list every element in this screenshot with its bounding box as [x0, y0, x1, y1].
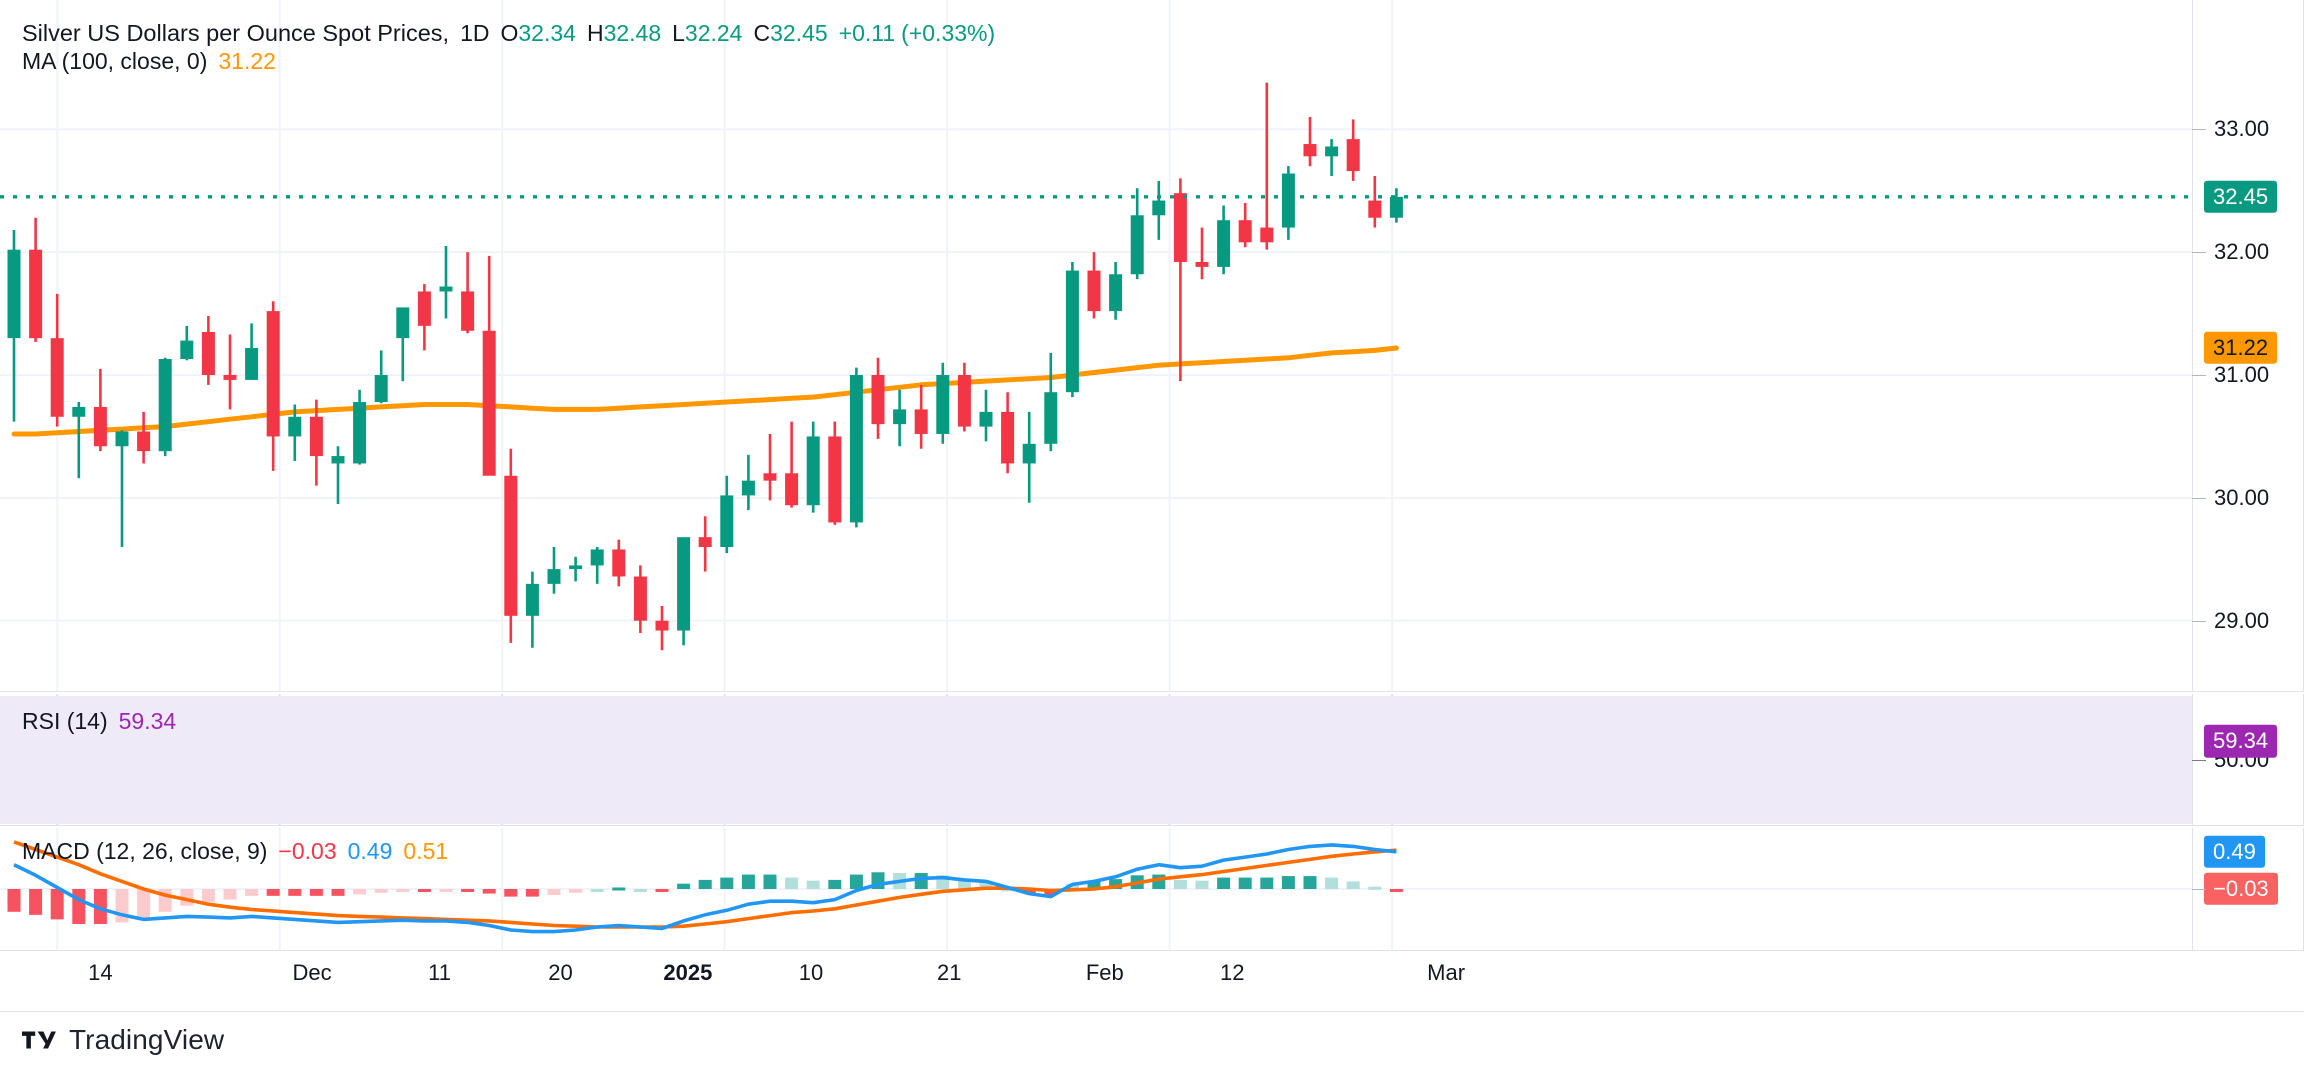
- time-axis-bottom-border: [0, 1011, 2304, 1012]
- tradingview-branding[interactable]: TradingView: [22, 1024, 224, 1056]
- price-tick-mark: [2192, 129, 2206, 131]
- time-axis-label: Mar: [1427, 960, 1466, 985]
- price-tick-label: 33.00: [2214, 116, 2270, 142]
- rsi-scale[interactable]: 50.00 59.34: [2192, 694, 2304, 826]
- rsi-background-band: [0, 696, 2192, 824]
- time-axis-label: 12: [1219, 960, 1245, 985]
- time-axis-label: 10: [798, 960, 824, 985]
- last-price-badge[interactable]: 32.45: [2204, 180, 2278, 214]
- scale-left-border: [2192, 0, 2193, 692]
- time-axis-label: 14: [88, 960, 113, 985]
- macd-zero-tick: [2192, 889, 2206, 890]
- price-pane[interactable]: 33.00 32.00 31.00 30.00 29.00 32.45 31.22 Silv…: [0, 0, 2304, 692]
- price-plot-area[interactable]: [0, 0, 2192, 692]
- rsi-pane-separator: [0, 825, 2304, 826]
- rsi-tick-mark: [2192, 760, 2206, 761]
- macd-svg: [0, 828, 2192, 950]
- rsi-plot-area[interactable]: [0, 694, 2192, 826]
- price-tick-label: 29.00: [2214, 607, 2270, 633]
- time-axis-label: Feb: [1085, 960, 1124, 985]
- price-tick-label: 31.00: [2214, 362, 2270, 387]
- time-axis-label: 11: [428, 960, 451, 985]
- price-tick-mark: [2192, 375, 2206, 376]
- tradingview-logo-icon: [22, 1029, 56, 1051]
- price-candlestick-svg: [0, 0, 2192, 692]
- macd-plot-area[interactable]: [0, 828, 2192, 950]
- price-tick-label: 32.00: [2214, 239, 2270, 265]
- time-axis-label: 21: [937, 960, 962, 985]
- price-tick-mark: [2192, 620, 2206, 622]
- rsi-value-badge[interactable]: 59.34: [2204, 725, 2278, 758]
- time-axis-label: Dec: [292, 960, 332, 985]
- rsi-pane[interactable]: 50.00 59.34 RSI (14) 59.34: [0, 694, 2304, 826]
- price-tick-label: 30.00: [2214, 484, 2270, 510]
- price-scale[interactable]: 33.00 32.00 31.00 30.00 29.00 32.45 31.22: [2192, 0, 2304, 692]
- price-tick-mark: [2192, 497, 2206, 499]
- tradingview-wordmark: TradingView: [69, 1024, 225, 1055]
- time-axis-top-border: [0, 950, 2304, 951]
- time-axis[interactable]: 14 Dec 11 20 2025 10 21 Feb 12 Mar: [0, 950, 2304, 1012]
- ma-price-badge[interactable]: 31.22: [2204, 331, 2278, 365]
- footer-bar: TradingView: [0, 1012, 2304, 1066]
- price-tick-mark: [2192, 252, 2206, 254]
- price-pane-separator: [0, 691, 2304, 692]
- macd-line-badge[interactable]: 0.49: [2204, 835, 2265, 868]
- macd-pane[interactable]: 0.49 −0.03 MACD (12, 26, close, 9) −0.03 0.…: [0, 828, 2304, 950]
- macd-scale[interactable]: 0.49 −0.03: [2192, 828, 2304, 950]
- time-axis-label: 20: [548, 960, 573, 985]
- time-axis-label: 2025: [663, 960, 713, 985]
- macd-hist-badge[interactable]: −0.03: [2204, 872, 2278, 906]
